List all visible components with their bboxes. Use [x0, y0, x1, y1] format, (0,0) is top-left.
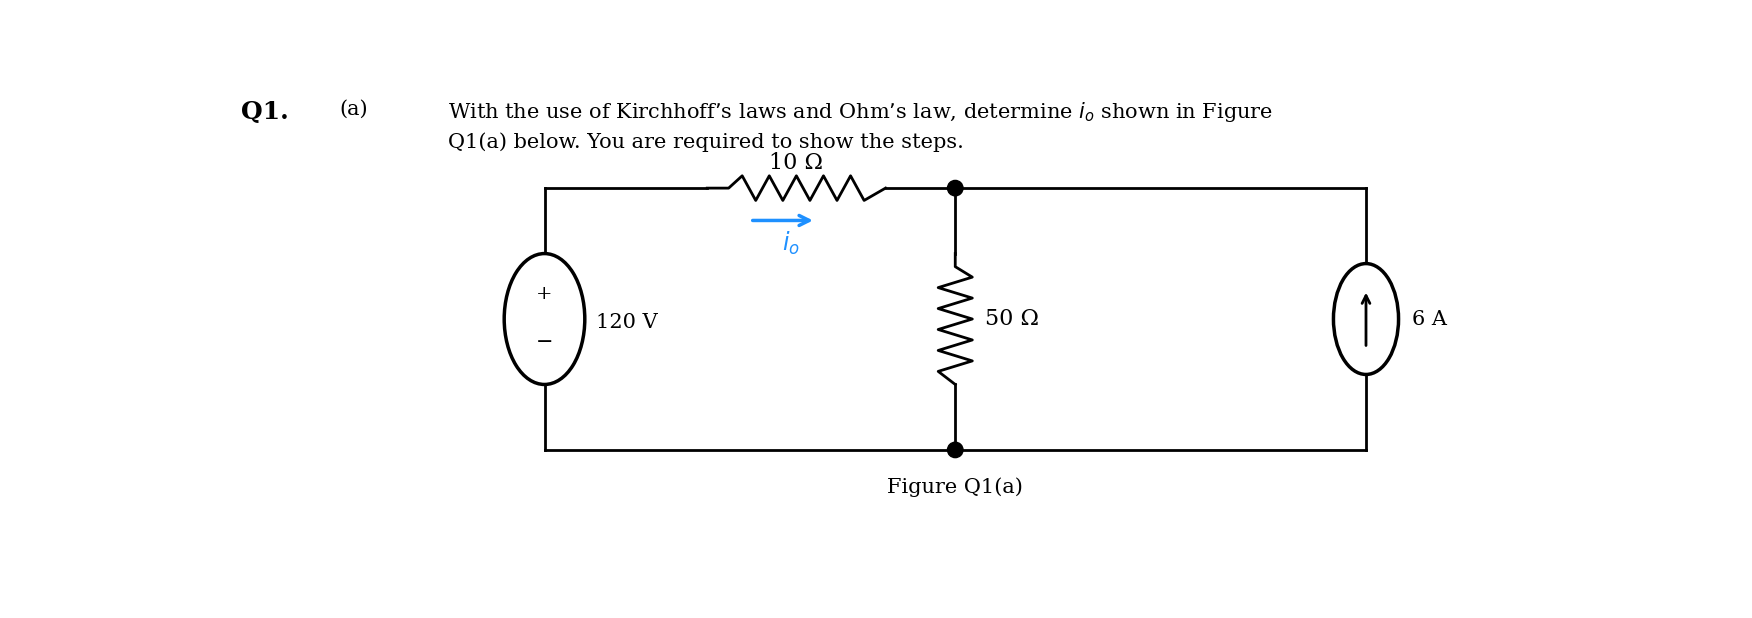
Text: Q1(a) below. You are required to show the steps.: Q1(a) below. You are required to show th… — [447, 133, 964, 153]
Circle shape — [948, 442, 964, 457]
Text: $i_o$: $i_o$ — [781, 230, 799, 257]
Text: 6 A: 6 A — [1412, 310, 1447, 329]
Text: With the use of Kirchhoff’s laws and Ohm’s law, determine $i_o$ shown in Figure: With the use of Kirchhoff’s laws and Ohm… — [447, 99, 1272, 124]
Ellipse shape — [1333, 264, 1398, 375]
Text: Figure Q1(a): Figure Q1(a) — [887, 477, 1023, 496]
Ellipse shape — [505, 253, 585, 384]
Text: 10 Ω: 10 Ω — [769, 152, 823, 174]
Text: Q1.: Q1. — [240, 99, 289, 124]
Text: (a): (a) — [340, 99, 368, 119]
Text: +: + — [536, 286, 552, 303]
Circle shape — [948, 180, 964, 196]
Text: −: − — [536, 332, 554, 352]
Text: 50 Ω: 50 Ω — [985, 308, 1039, 330]
Text: 120 V: 120 V — [596, 313, 659, 332]
